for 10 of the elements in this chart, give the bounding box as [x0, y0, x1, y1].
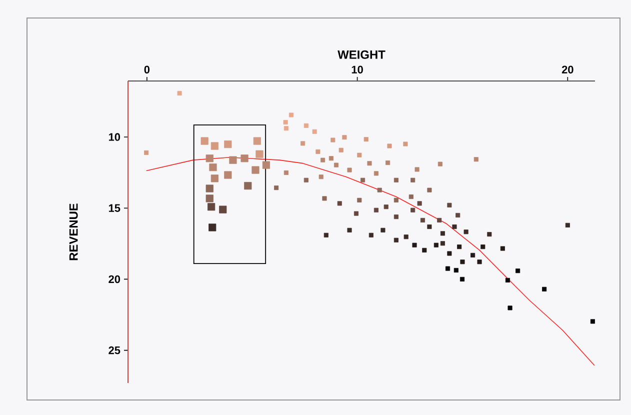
x-tick-label: 10 — [352, 66, 363, 74]
x-tick-label: 0 — [144, 66, 150, 74]
line-series — [146, 156, 595, 366]
y-tick-label: 20 — [108, 275, 120, 284]
x-tick-label: 20 — [562, 66, 574, 74]
y-tick-label: 15 — [108, 204, 120, 212]
y-tick-label: 25 — [108, 346, 120, 354]
y-axis-title: REVENUE — [69, 204, 78, 260]
y-tick-label: 10 — [108, 133, 120, 141]
x-axis-title: WEIGHT — [338, 50, 386, 59]
